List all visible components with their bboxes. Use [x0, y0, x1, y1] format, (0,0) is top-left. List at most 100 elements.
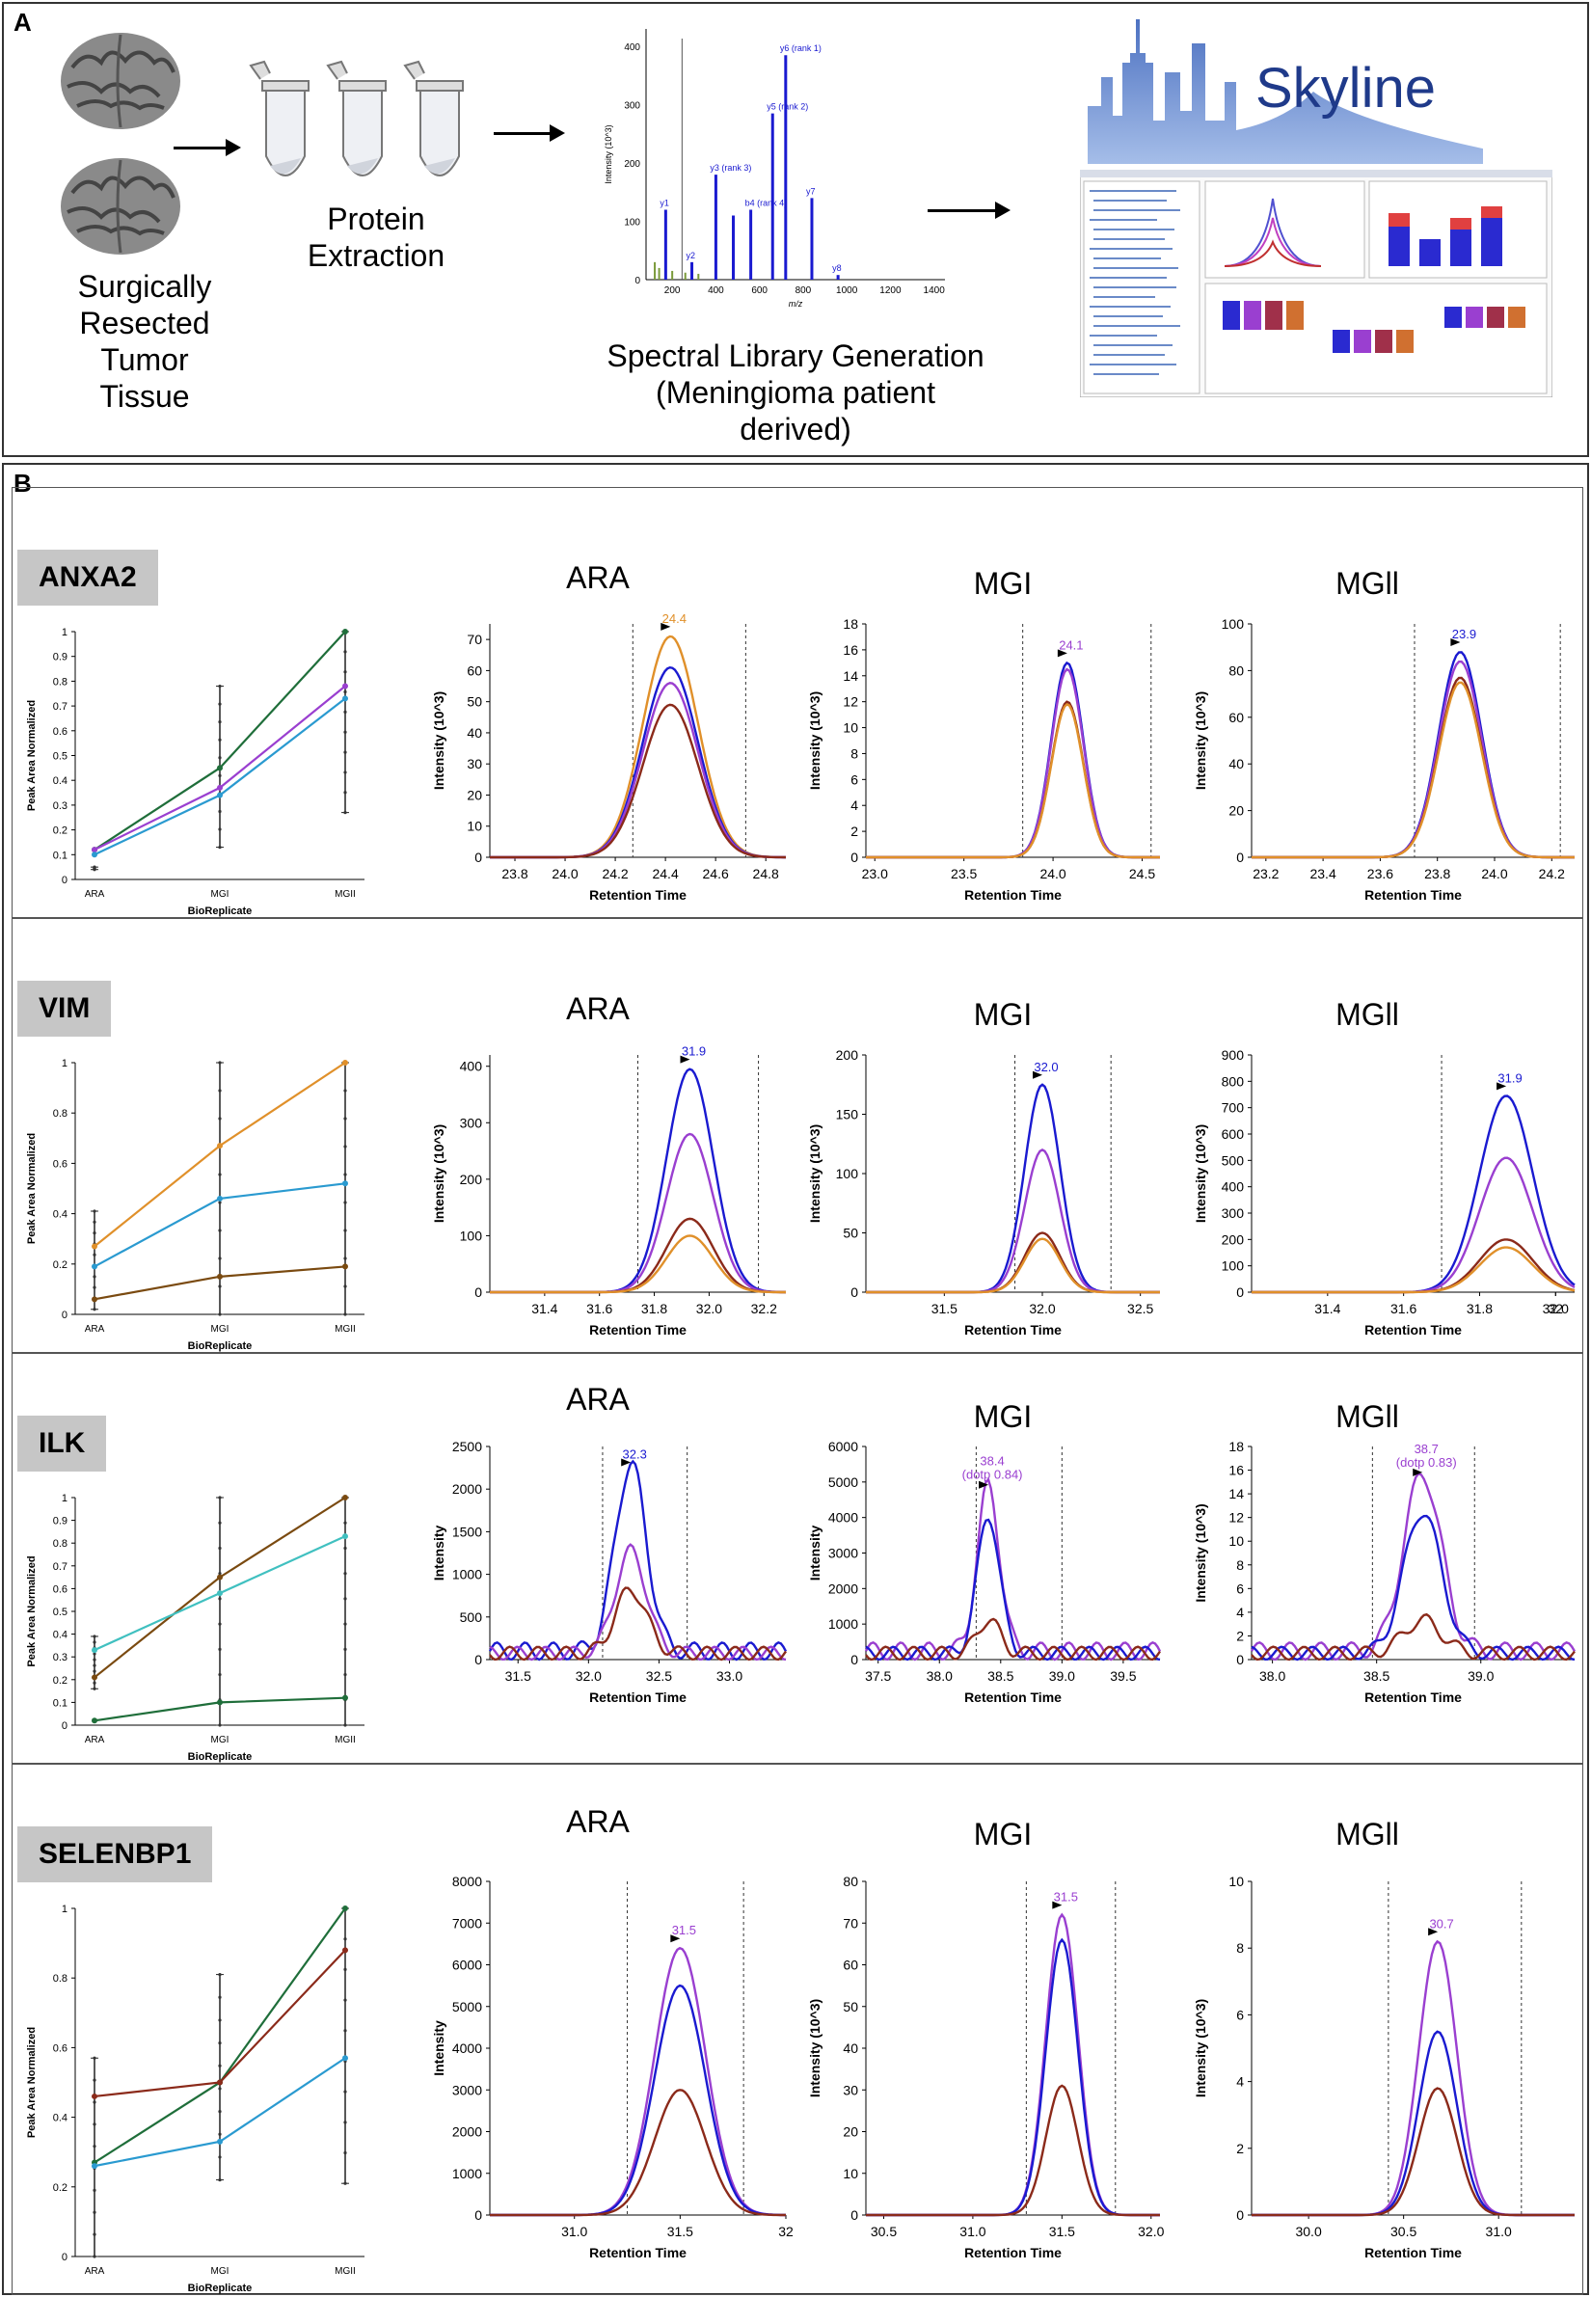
tick-label: 24.0	[1039, 866, 1065, 881]
tick-label: 6000	[452, 1958, 482, 1973]
peak-ylabel: Peak Area Normalized	[26, 1133, 38, 1244]
tick-label: 6000	[828, 1439, 858, 1454]
chromatogram-trace	[1252, 1246, 1576, 1294]
replicate-point	[218, 1284, 222, 1288]
replicate-point	[343, 2121, 347, 2124]
tick-label: 0.2	[53, 1259, 67, 1271]
chromatogram-mgi: 0 10 20 30 40 50 60 70 80 30.5 31.0 31.5 32.0 Intensi…	[807, 1874, 1165, 2260]
chrom-xlabel: Retention Time	[964, 1689, 1062, 1705]
tick-label: 2	[850, 824, 858, 839]
replicate-point	[218, 1257, 222, 1260]
replicate-point	[343, 1723, 347, 1727]
tick-label: 31.8	[1467, 1301, 1493, 1316]
chromatogram-mgi: 0 2 4 6 8 10 12 14 16 18 23.0 23.5 24.0 24.5 Intensity…	[807, 616, 1160, 903]
tick-label: 80	[843, 1874, 858, 1889]
peak-rt-label: 38.7	[1415, 1442, 1439, 1456]
tick-label: 1000	[452, 2166, 482, 2181]
peak-xlabel: BioReplicate	[188, 1751, 253, 1763]
tick-label: 20	[843, 2124, 858, 2140]
tick-label: 600	[1222, 1126, 1245, 1142]
series-point	[217, 1574, 223, 1581]
tick-label: 5000	[452, 1999, 482, 2014]
replicate-point	[218, 1622, 222, 1626]
step3-text: Spectral Library Generation (Meningioma …	[607, 338, 984, 446]
replicate-point	[93, 865, 96, 869]
chrom-xlabel: Retention Time	[1364, 1689, 1462, 1705]
tick-label: 70	[843, 1915, 858, 1931]
tick-label: 0	[850, 1652, 858, 1667]
tick-label: 0.2	[53, 1675, 67, 1687]
chromatogram-mgll: 0 100 200 300 400 500 600 700 800 900 31.4 31.6 31.8…	[1193, 1047, 1576, 1338]
tick-label: 600	[751, 285, 768, 296]
tick-label: 0.9	[53, 1516, 67, 1527]
tick-label: 8	[1236, 1557, 1244, 1573]
spectrum-peak-label: y7	[806, 186, 816, 196]
tick-label: MGII	[335, 1735, 356, 1745]
tick-label: 4	[1236, 1605, 1244, 1620]
chrom-ylabel: Intensity	[431, 1526, 446, 1581]
column-title-ara: ARA	[566, 1804, 630, 1839]
series-point	[217, 784, 223, 791]
replicate-point	[218, 1173, 222, 1176]
tick-label: 38.5	[987, 1668, 1013, 1684]
step1-text: Surgically Resected Tumor Tissue	[77, 269, 212, 414]
column-title-mgi: MGI	[973, 566, 1033, 601]
tick-label: 70	[467, 632, 482, 647]
replicate-point	[218, 1995, 222, 1999]
tick-label: 400	[1222, 1179, 1245, 1195]
tick-label: 32.5	[646, 1668, 672, 1684]
step2-text: Protein Extraction	[307, 202, 445, 273]
chromatogram-trace	[1250, 1472, 1577, 1662]
replicate-point	[218, 2040, 222, 2045]
replicate-point	[218, 1061, 222, 1065]
protein-row-vim	[12, 918, 1583, 1353]
replicate-point	[93, 1681, 96, 1685]
replicate-point	[343, 1672, 347, 1677]
series-point	[92, 847, 97, 853]
series-point	[342, 1060, 348, 1066]
tick-label: 23.5	[951, 866, 977, 881]
tick-label: ARA	[85, 1735, 105, 1745]
column-title-mgi: MGI	[973, 1817, 1033, 1851]
tick-label: 31.0	[1486, 2224, 1512, 2239]
series-point	[92, 1243, 97, 1250]
replicate-point	[93, 1220, 96, 1224]
chrom-xlabel: Retention Time	[964, 2245, 1062, 2260]
tick-label: 1500	[452, 1524, 482, 1539]
peak-area-chart: 0 0.1 0.2 0.3 0.4 0.5 0.6 0.7 0.8 0.9 1 ARA MGI MGII P…	[26, 627, 364, 917]
tick-label: MGII	[335, 2266, 356, 2277]
tick-label: 1	[62, 1493, 67, 1504]
series-point	[92, 851, 97, 858]
tick-label: 23.4	[1309, 866, 1335, 881]
chromatogram-mgll: 0 2 4 6 8 10 12 14 16 18 38.0 38.5 39.0 Intensity (10…	[1193, 1439, 1577, 1705]
chromatogram-trace	[490, 1946, 787, 2217]
replicate-point	[343, 1145, 347, 1148]
series-point	[342, 1495, 348, 1500]
apex-marker-icon	[1052, 1901, 1063, 1909]
replicate-point	[343, 1937, 347, 1941]
tick-label: 24.4	[652, 866, 678, 881]
tick-label: ARA	[85, 889, 105, 900]
chromatogram-trace	[489, 1543, 787, 1662]
replicate-point	[343, 670, 347, 674]
tick-label: 30	[467, 756, 482, 771]
column-title-mgll: MGll	[1335, 997, 1399, 1032]
apex-marker-icon	[661, 622, 671, 631]
tick-label: 0	[474, 1284, 482, 1300]
tick-label: 0.4	[53, 1209, 67, 1221]
replicate-point	[218, 1312, 222, 1316]
peak-area-chart: 0 0.2 0.4 0.6 0.8 1 ARA MGI MGII Peak Area Normal…	[26, 1058, 364, 1352]
replicate-point	[218, 845, 222, 850]
protein-label: ILK	[17, 1416, 107, 1472]
tick-label: 38.0	[1259, 1668, 1285, 1684]
series-point	[217, 765, 223, 771]
replicate-point	[343, 710, 347, 714]
replicate-point	[343, 1521, 347, 1525]
replicate-point	[343, 1117, 347, 1121]
replicate-point	[343, 750, 347, 754]
replicate-point	[93, 1635, 96, 1638]
replicate-point	[218, 684, 222, 689]
replicate-point	[93, 1209, 96, 1213]
apex-marker-icon	[979, 1480, 989, 1489]
chromatogram-trace	[1251, 1514, 1576, 1662]
